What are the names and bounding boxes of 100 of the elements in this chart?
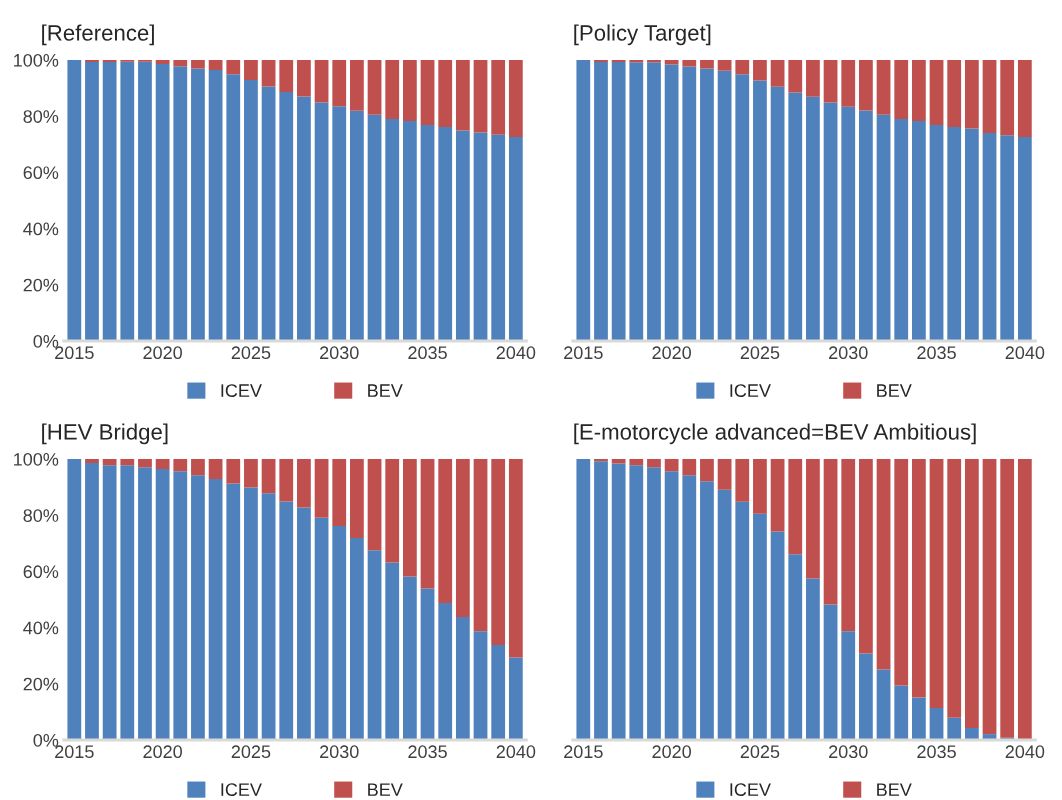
bar [629, 60, 644, 63]
bar [350, 110, 364, 341]
bar [279, 92, 294, 341]
bar [788, 92, 803, 341]
bar [403, 120, 417, 341]
bar [841, 106, 856, 341]
bar [788, 60, 803, 93]
bar [611, 459, 626, 464]
bar [244, 459, 258, 488]
bar [332, 106, 347, 341]
bar [647, 62, 661, 341]
bar [682, 475, 697, 740]
bar [1000, 459, 1015, 738]
bar [806, 578, 820, 740]
y-tick-label: 80% [23, 110, 59, 123]
bar [438, 60, 453, 127]
legend-label: BEV [877, 783, 912, 796]
bar [964, 727, 979, 740]
x-tick-label: 2020 [143, 745, 182, 759]
chart-title: [HEV Bridge] [42, 423, 168, 445]
bar [947, 717, 962, 740]
bar [367, 550, 382, 740]
bar [420, 588, 435, 740]
bar [735, 459, 750, 502]
bar [491, 645, 506, 740]
bar [508, 136, 523, 341]
x-tick-label: 2030 [320, 745, 359, 759]
y-tick-label: 40% [23, 222, 59, 236]
bar [982, 60, 997, 134]
bar [403, 459, 417, 577]
x-tick-label: 2020 [143, 346, 182, 360]
bar [420, 459, 435, 589]
bar [261, 86, 276, 341]
bar [664, 459, 679, 472]
x-tick-label: 2030 [320, 346, 359, 360]
bar [208, 478, 223, 740]
bar [367, 60, 382, 115]
bar [120, 61, 135, 341]
bar [611, 61, 626, 341]
bar [823, 60, 838, 103]
bar [138, 459, 152, 468]
bar [508, 60, 523, 137]
bar [788, 554, 803, 740]
bar [841, 459, 856, 632]
bar [455, 616, 470, 740]
chart-title: [E-motorcycle advanced=BEV Ambitious] [574, 423, 976, 445]
bar [859, 60, 873, 111]
bar [700, 459, 714, 482]
x-tick-label: 2035 [917, 346, 956, 360]
bar [859, 459, 873, 654]
bar [120, 465, 135, 740]
bar [700, 481, 714, 740]
bar [297, 459, 311, 508]
bar [508, 657, 523, 740]
bar [629, 62, 644, 341]
bar [350, 537, 364, 740]
bar [823, 604, 838, 740]
bar [385, 60, 400, 120]
x-tick-label: 2035 [408, 745, 447, 759]
bar [717, 459, 732, 490]
bar [314, 517, 329, 740]
bar [191, 459, 205, 476]
bar [367, 114, 382, 341]
bar [647, 467, 661, 740]
bar [191, 68, 205, 341]
bar [226, 459, 241, 484]
bar [208, 459, 223, 479]
bar [438, 459, 453, 603]
x-tick-label: 2020 [652, 745, 691, 759]
bar [700, 68, 714, 341]
bar [753, 80, 767, 341]
bar [279, 501, 294, 740]
bar [102, 459, 117, 466]
bar [173, 471, 188, 740]
bar [876, 114, 891, 341]
bar [208, 60, 223, 71]
bar [314, 102, 329, 341]
bar [297, 60, 311, 97]
legend-label: ICEV [221, 384, 262, 397]
bar [859, 110, 873, 341]
bar [155, 63, 170, 341]
bar [912, 120, 926, 341]
bar [629, 465, 644, 740]
bar [155, 60, 170, 64]
bar [576, 60, 591, 341]
bar [191, 60, 205, 69]
bar [735, 74, 750, 341]
bar [664, 64, 679, 341]
bar [226, 483, 241, 740]
bar [314, 60, 329, 103]
x-tick-label: 2015 [55, 745, 94, 759]
bar [1017, 459, 1032, 740]
bar [350, 60, 364, 111]
x-tick-label: 2040 [496, 745, 536, 759]
bar [894, 119, 909, 341]
bar [85, 61, 99, 341]
bar [929, 459, 944, 708]
bar [947, 60, 962, 127]
bar [173, 459, 188, 472]
bar [929, 707, 944, 740]
